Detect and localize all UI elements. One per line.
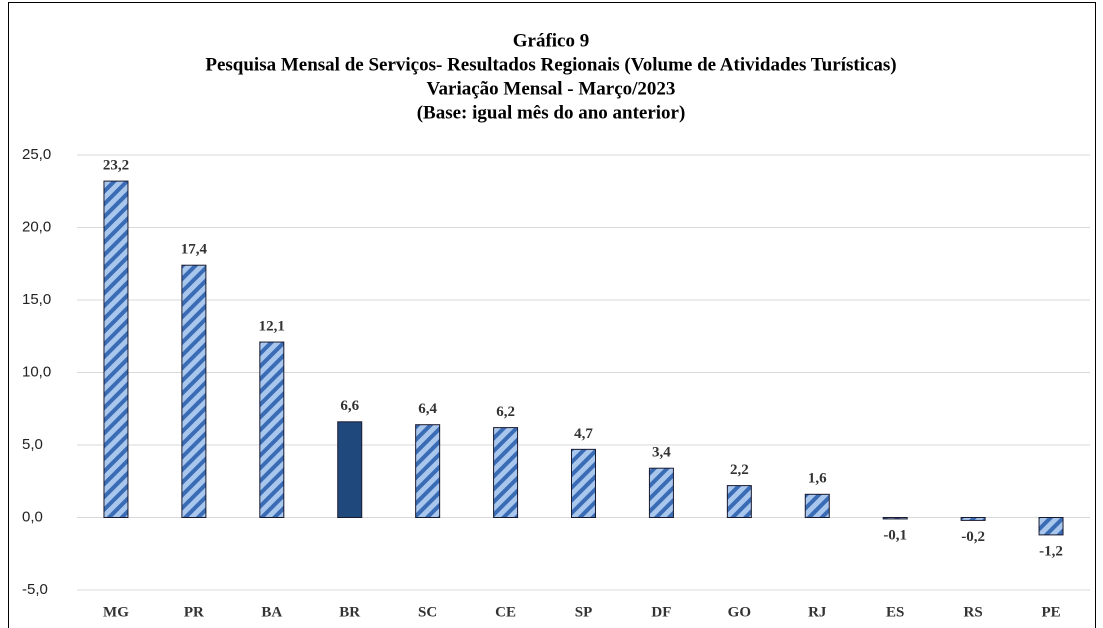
- bar: [181, 264, 207, 519]
- bar: [648, 467, 674, 519]
- y-tick-label: 15,0: [22, 291, 51, 308]
- data-label: -0,1: [883, 527, 907, 543]
- data-label: 1,6: [808, 471, 827, 487]
- chart-title: (Base: igual mês do ano anterior): [417, 102, 686, 123]
- x-tick-label: ES: [886, 604, 904, 620]
- chart-title: Pesquisa Mensal de Serviços- Resultados …: [205, 54, 896, 75]
- x-tick-label: MG: [103, 604, 129, 620]
- data-label: 6,6: [340, 398, 359, 414]
- data-label: 3,4: [652, 445, 671, 461]
- y-tick-label: 25,0: [22, 146, 51, 163]
- x-tick-label: GO: [728, 604, 751, 620]
- data-label: -0,2: [961, 529, 985, 545]
- x-tick-label: SP: [575, 604, 593, 620]
- x-tick-label: RS: [964, 604, 983, 620]
- data-label: -1,2: [1039, 543, 1063, 559]
- bar: [882, 517, 908, 520]
- x-tick-label: DF: [651, 604, 671, 620]
- x-tick-label: PR: [184, 604, 204, 620]
- bar: [726, 485, 752, 519]
- y-tick-label: 0,0: [22, 508, 43, 525]
- bar: [415, 424, 441, 519]
- data-label: 2,2: [730, 462, 749, 478]
- x-tick-label: SC: [418, 604, 437, 620]
- y-tick-label: 10,0: [22, 363, 51, 380]
- y-tick-label: 20,0: [22, 218, 51, 235]
- x-tick-label: BR: [339, 604, 360, 620]
- x-tick-label: RJ: [808, 604, 827, 620]
- y-tick-label: -5,0: [22, 581, 48, 598]
- bar: [960, 517, 986, 521]
- bar: [493, 427, 519, 519]
- chart-border: [8, 2, 1096, 628]
- bar: [103, 180, 129, 518]
- x-tick-label: CE: [495, 604, 516, 620]
- bar: [804, 493, 830, 518]
- data-label: 4,7: [574, 426, 593, 442]
- bar: [259, 341, 285, 518]
- data-label: 17,4: [181, 242, 208, 258]
- x-tick-label: PE: [1041, 604, 1060, 620]
- y-tick-label: 5,0: [22, 436, 43, 453]
- data-label: 6,4: [418, 401, 437, 417]
- bar: [571, 448, 596, 519]
- x-tick-label: BA: [261, 604, 282, 620]
- data-label: 23,2: [103, 158, 129, 174]
- bar: [1038, 517, 1064, 536]
- data-label: 12,1: [259, 318, 285, 334]
- bar: [337, 421, 363, 518]
- data-label: 6,2: [496, 404, 515, 420]
- chart-title: Gráfico 9: [513, 30, 590, 51]
- chart-title: Variação Mensal - Março/2023: [427, 78, 676, 99]
